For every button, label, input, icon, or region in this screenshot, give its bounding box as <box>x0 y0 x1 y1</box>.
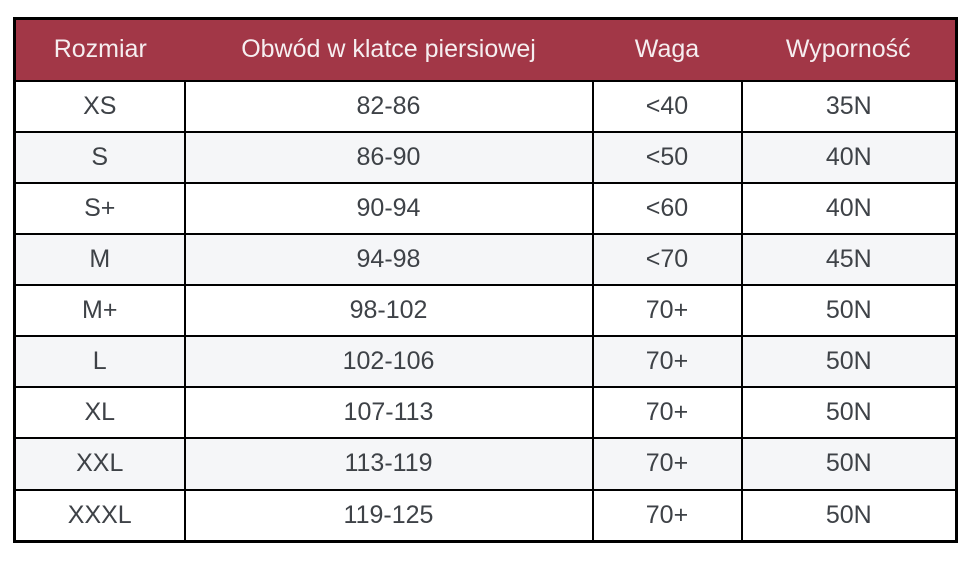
column-header-wypornosc: Wyporność <box>741 18 957 81</box>
table-cell: 50N <box>740 437 958 491</box>
header-row: Rozmiar Obwód w klatce piersiowej Waga W… <box>14 18 957 81</box>
table-cell: 35N <box>740 79 958 133</box>
column-header-obwod: Obwód w klatce piersiowej <box>184 18 593 81</box>
table-row: XL 107-113 70+ 50N <box>13 386 958 440</box>
table-cell: S <box>13 130 186 184</box>
table-row: L 102-106 70+ 50N <box>13 335 958 389</box>
table-cell: S+ <box>13 181 186 235</box>
table-row: M+ 98-102 70+ 50N <box>13 283 958 338</box>
table-row: S+ 90-94 <60 40N <box>13 181 958 235</box>
size-chart-container: Rozmiar Obwód w klatce piersiowej Waga W… <box>13 17 958 543</box>
table-cell: XXXL <box>13 488 186 543</box>
table-cell: M+ <box>13 283 186 338</box>
table-row: XS 82-86 <40 35N <box>13 79 958 133</box>
table-row: M 94-98 <70 45N <box>13 232 958 287</box>
table-cell: L <box>13 335 186 389</box>
column-header-waga: Waga <box>592 18 742 81</box>
table-cell: 82-86 <box>183 79 594 133</box>
table-cell: 102-106 <box>183 335 594 389</box>
size-table: Rozmiar Obwód w klatce piersiowej Waga W… <box>13 17 958 543</box>
table-cell: M <box>13 232 186 287</box>
table-cell: 70+ <box>591 335 743 389</box>
table-cell: 90-94 <box>183 181 594 235</box>
table-cell: 94-98 <box>183 232 594 287</box>
table-cell: 86-90 <box>183 130 594 184</box>
table-cell: XXL <box>13 437 186 491</box>
table-cell: <50 <box>591 130 743 184</box>
table-cell: <70 <box>591 232 743 287</box>
table-cell: 113-119 <box>183 437 594 491</box>
table-cell: XS <box>13 79 186 133</box>
table-cell: 45N <box>740 232 958 287</box>
table-cell: 70+ <box>591 488 743 543</box>
table-cell: <60 <box>591 181 743 235</box>
table-cell: 98-102 <box>183 283 594 338</box>
table-cell: 107-113 <box>183 386 594 440</box>
table-cell: 70+ <box>591 283 743 338</box>
table-cell: 70+ <box>591 437 743 491</box>
table-cell: 50N <box>740 386 958 440</box>
table-cell: 50N <box>740 283 958 338</box>
table-cell: <40 <box>591 79 743 133</box>
table-row: S 86-90 <50 40N <box>13 130 958 184</box>
table-row: XXL 113-119 70+ 50N <box>13 437 958 491</box>
table-cell: 50N <box>740 335 958 389</box>
table-cell: 70+ <box>591 386 743 440</box>
table-cell: 50N <box>740 488 958 543</box>
table-row: XXXL 119-125 70+ 50N <box>13 488 958 543</box>
table-cell: 40N <box>740 130 958 184</box>
size-table-body: XS 82-86 <40 35N S 86-90 <50 40N S+ 90-94 <60 40N M 9… <box>13 79 958 543</box>
size-table-header: Rozmiar Obwód w klatce piersiowej Waga W… <box>14 18 957 81</box>
column-header-rozmiar: Rozmiar <box>14 18 185 81</box>
table-cell: XL <box>13 386 186 440</box>
table-cell: 40N <box>740 181 958 235</box>
table-cell: 119-125 <box>183 488 594 543</box>
